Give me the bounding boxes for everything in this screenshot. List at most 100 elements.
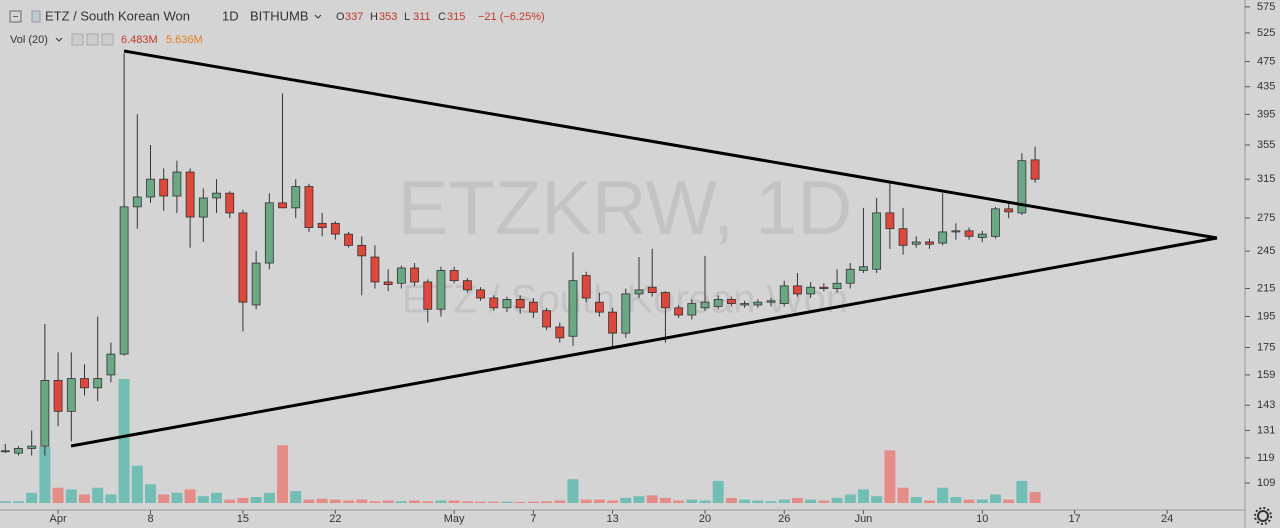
candle-body (436, 270, 446, 310)
candle-body (528, 301, 538, 313)
candle-body (238, 212, 248, 303)
ohlc-legend: O 337 H 353 L 311 C 315 (336, 11, 465, 23)
volume-bar (184, 489, 196, 503)
volume-bar (131, 465, 143, 503)
candle-body (66, 378, 76, 412)
volume-bar (329, 499, 341, 503)
candle-body (859, 266, 868, 271)
ohlc-label: H (370, 11, 378, 23)
candle-body (621, 293, 631, 334)
volume-bar (92, 487, 104, 503)
candle-body (898, 228, 908, 246)
y-tick-label: 355 (1257, 139, 1275, 151)
volume-bar (1003, 499, 1015, 503)
candle-body (304, 186, 314, 228)
y-tick-label: 175 (1257, 341, 1275, 353)
y-tick-label: 275 (1257, 212, 1275, 224)
indicator-remove[interactable] (101, 33, 114, 46)
indicator-caret[interactable] (55, 37, 63, 42)
volume-bar (488, 501, 500, 503)
indicator-eye[interactable] (71, 33, 84, 46)
volume-bar (290, 491, 302, 503)
candle-body (674, 307, 684, 316)
settings-gear[interactable] (1254, 507, 1272, 525)
volume-bar (303, 499, 315, 503)
candle-body (806, 286, 816, 295)
indicator-settings[interactable] (86, 33, 99, 46)
volume-bar (211, 492, 223, 503)
interval[interactable]: 1D (222, 8, 239, 23)
candle-body (119, 206, 129, 355)
volume-bar (937, 487, 949, 503)
candle-body (27, 445, 37, 449)
volume-bar (52, 487, 64, 503)
volume-bar (725, 497, 737, 503)
candle-body (132, 196, 142, 208)
y-tick-label: 395 (1257, 108, 1275, 120)
trendline-lower (70, 236, 1218, 448)
volume-bar (989, 494, 1001, 503)
volume-bar (554, 500, 566, 503)
axes: 575 525 475 435 395 355 315 275 245 215 195 175 159 1… (50, 1, 1276, 525)
ohlc-value: 311 (413, 11, 431, 23)
volume-bar (435, 500, 447, 503)
volume-bar (646, 495, 658, 503)
volume-bar (580, 499, 592, 503)
volume-bar (263, 492, 275, 503)
candle-body (700, 301, 710, 309)
exchange[interactable]: BITHUMB (250, 8, 309, 23)
candle-body (885, 212, 895, 230)
candle-body (410, 267, 419, 283)
dropdown-caret[interactable] (314, 14, 322, 19)
volume-bar (593, 499, 605, 503)
volume-bar (65, 489, 77, 503)
volume-bar (778, 499, 790, 503)
x-tick-label: 15 (237, 513, 249, 525)
symbol-title[interactable]: ETZ / South Korean Won (45, 8, 190, 23)
candle-body (317, 222, 327, 228)
volume-value: 6.483M (121, 34, 158, 46)
candles (0, 53, 1040, 456)
volume-bar (501, 501, 513, 503)
volume-bar (171, 492, 183, 503)
y-tick-label: 159 (1257, 369, 1275, 381)
volume-bar (620, 497, 632, 503)
volume-bar (395, 501, 407, 503)
volume-bar (831, 497, 843, 503)
candle-body (489, 297, 499, 309)
volume-indicator[interactable]: Vol (20) (10, 34, 48, 46)
candle-body (753, 301, 763, 306)
candle-body (555, 326, 565, 339)
candle-body (146, 178, 155, 198)
ohlc-label: L (404, 11, 410, 23)
candle-body (542, 310, 551, 328)
volume-bar (448, 500, 460, 503)
candle-body (727, 298, 736, 304)
volume-bar (237, 497, 249, 503)
candle-body (330, 222, 340, 235)
ohlc-label: O (336, 11, 345, 23)
candle-body (291, 186, 301, 209)
candle-body (172, 171, 182, 197)
x-tick-label: Apr (50, 513, 67, 525)
volume-bar (1029, 491, 1041, 503)
volume-bar (382, 500, 394, 503)
candle-body (568, 280, 578, 337)
volume-bar (541, 501, 553, 503)
gear-ring (1257, 510, 1269, 522)
ohlc-value: 353 (379, 11, 397, 23)
y-tick-label: 109 (1257, 477, 1275, 489)
volume-bar (422, 501, 434, 503)
volume-bar (844, 494, 856, 503)
collapse-button[interactable] (9, 10, 22, 23)
candle-body (423, 281, 433, 310)
candle-body (212, 192, 221, 199)
volume-bar (12, 501, 24, 503)
volume-bar (356, 499, 368, 503)
candle-body (40, 379, 50, 447)
candle-body (278, 202, 287, 209)
volume-bar (857, 489, 869, 503)
volume-bar (409, 500, 421, 503)
volume-bar (1016, 480, 1028, 503)
